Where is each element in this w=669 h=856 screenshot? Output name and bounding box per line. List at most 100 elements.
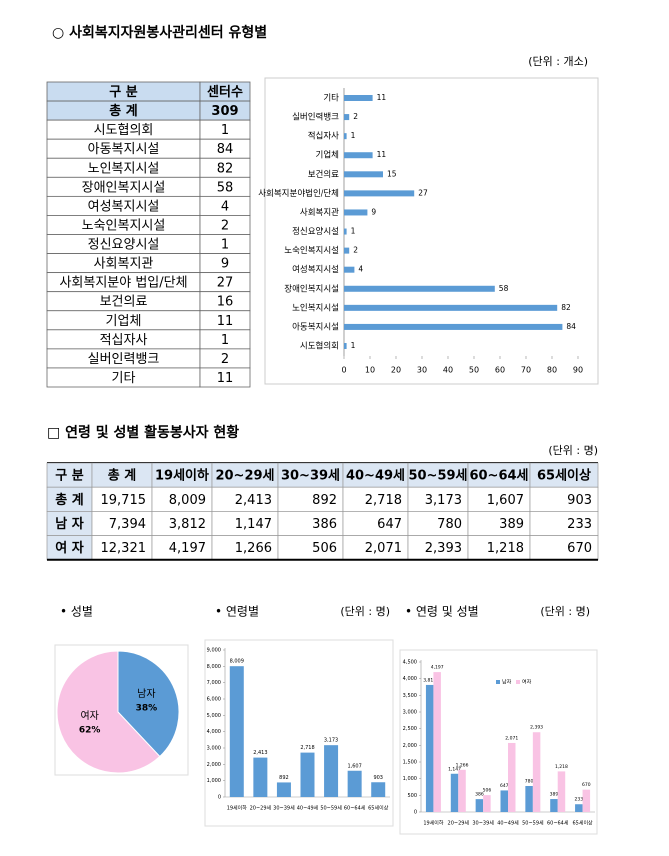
bar: [425, 684, 434, 812]
table-text: 2: [221, 352, 229, 367]
y-tick-label: 정신요양시설: [292, 226, 339, 237]
data-label: 82: [561, 303, 571, 312]
table-header: 65세이상: [537, 468, 591, 484]
chart-title: • 성별: [60, 605, 93, 619]
bar: [344, 95, 373, 101]
table-text: 389: [499, 517, 524, 532]
table-header: 구 분: [109, 85, 137, 100]
table-cell: [342, 535, 409, 561]
bar: [475, 799, 484, 812]
bar: [344, 209, 368, 216]
table-text: 2: [221, 218, 229, 233]
table-text: 386: [312, 517, 337, 532]
data-label: 8,009: [230, 659, 244, 665]
x-tick-label: 90: [573, 366, 583, 375]
data-label: 3,812: [423, 677, 436, 683]
table-text: 9: [221, 257, 229, 272]
table-text: 2,071: [365, 541, 402, 556]
data-label: 1: [351, 341, 356, 350]
x-tick-label: 60: [495, 366, 505, 375]
table-cell: [91, 511, 153, 536]
bar: [344, 152, 373, 159]
table-text: 남 자: [55, 516, 83, 532]
bar: [229, 666, 244, 797]
data-label: 386: [475, 792, 484, 798]
table-text: 903: [567, 493, 592, 508]
y-tick-label: 0: [218, 795, 221, 801]
data-label: 4: [358, 265, 363, 274]
table-text: 3,173: [425, 493, 462, 508]
table-header: 19세이하: [155, 468, 209, 484]
table-text: 장애인복지시설: [82, 180, 166, 195]
table-cell: [46, 511, 93, 536]
bar: [253, 757, 268, 797]
table-text: 적십자사: [100, 333, 148, 348]
table-header: 60~64세: [469, 469, 528, 484]
legend-swatch: [496, 680, 500, 684]
y-tick-label: 시도협의회: [300, 341, 339, 352]
y-tick-label: 6,000: [207, 697, 221, 703]
x-tick-label: 20~29세: [250, 805, 272, 812]
section-title: ○ 사회복지자원봉사관리센터 유형별: [52, 24, 267, 41]
y-tick-label: 적십자사: [308, 131, 339, 142]
section-title: □ 연령 및 성별 활동봉사자 현황: [47, 424, 239, 441]
y-tick-label: 500: [407, 793, 417, 799]
table-cell: [199, 367, 251, 388]
data-label: 1: [351, 131, 356, 140]
x-tick-label: 50~59세: [522, 820, 544, 827]
legend-swatch: [516, 680, 520, 684]
x-tick-label: 60~64세: [547, 820, 569, 827]
bar: [557, 771, 566, 812]
table-text: 2,393: [425, 541, 462, 556]
table-text: 아동복지시설: [88, 142, 160, 157]
y-tick-label: 7,000: [207, 680, 221, 686]
x-tick-label: 50: [469, 366, 479, 375]
table-text: 7,394: [109, 517, 146, 532]
chart-frame: [399, 649, 598, 835]
table-cell: [407, 535, 469, 561]
table-text: 84: [217, 142, 234, 157]
table-text: 309: [211, 104, 238, 119]
table-text: 19,715: [101, 493, 147, 508]
table-cell: [277, 535, 344, 561]
y-tick-label: 실버인력뱅크: [292, 112, 339, 123]
table-header: 40~49세: [346, 469, 405, 484]
data-label: 2,071: [505, 735, 518, 741]
y-tick-label: 기타: [323, 94, 339, 104]
table-text: 4: [221, 199, 229, 214]
x-tick-label: 20~29세: [448, 820, 470, 827]
table-text: 1: [221, 333, 229, 348]
table-cell: [529, 511, 599, 536]
y-tick-label: 8,000: [207, 664, 221, 670]
data-label: 1,266: [456, 762, 469, 768]
bar: [344, 285, 495, 292]
table-text: 58: [217, 180, 234, 195]
table-text: 여 자: [55, 540, 83, 556]
data-label: 58: [499, 284, 509, 293]
bar: [347, 770, 362, 797]
y-tick-label: 1,000: [207, 778, 221, 784]
data-label: 2,393: [530, 725, 543, 731]
table-text: 정신요양시설: [88, 238, 160, 253]
bar: [344, 343, 347, 349]
table-text: 4,197: [169, 541, 206, 556]
x-tick-label: 30~39세: [273, 805, 295, 812]
table-cell: [277, 486, 344, 512]
pie-slice: [56, 650, 161, 774]
slice-label: 여자: [80, 710, 98, 722]
chart-frame: [54, 644, 189, 776]
bar: [371, 782, 386, 797]
table-text: 27: [217, 276, 234, 291]
unit-label: (단위 : 명): [540, 605, 590, 618]
legend-label: 남자: [502, 679, 512, 686]
x-tick-label: 65세이상: [572, 820, 593, 827]
table-header: 총 계: [108, 468, 136, 484]
x-tick-label: 40~49세: [497, 820, 519, 827]
x-tick-label: 19세이하: [423, 820, 444, 827]
data-label: 1,607: [347, 763, 361, 769]
data-label: 670: [582, 782, 591, 788]
chart-frame: [204, 639, 394, 827]
bar: [324, 745, 339, 797]
bar: [525, 786, 533, 812]
